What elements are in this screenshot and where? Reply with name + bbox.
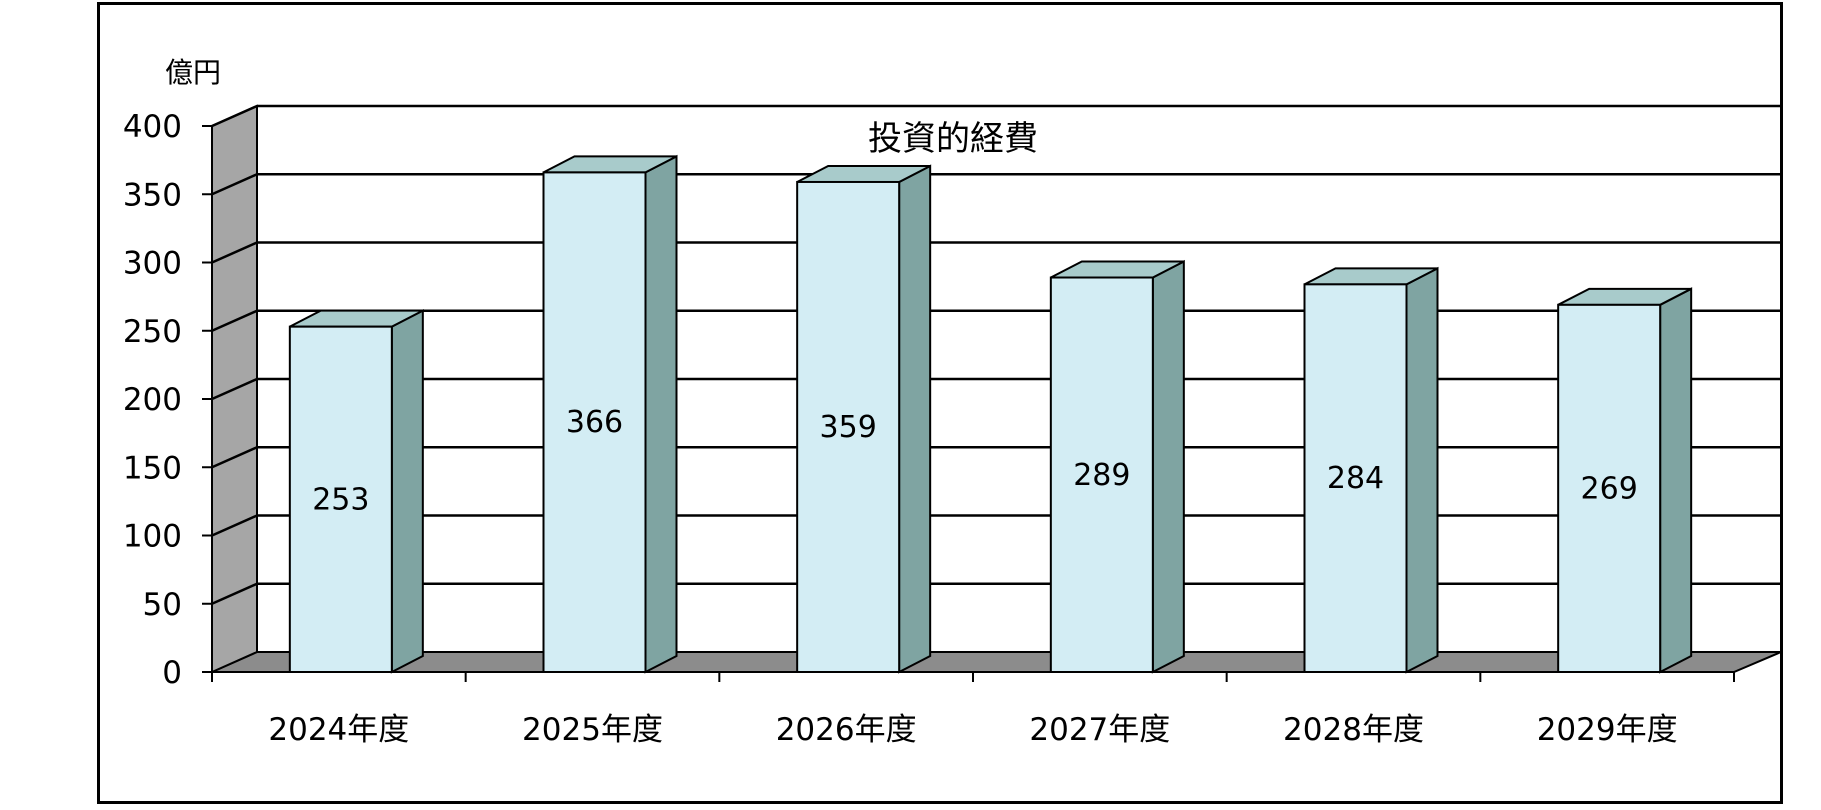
gridline — [211, 241, 1781, 264]
labels: 0 50 100 150 200 250 300 350 400 253 2024年度 366 2025… — [123, 109, 1678, 748]
data-label: 253 — [312, 482, 369, 517]
y-tick-label: 0 — [162, 655, 182, 691]
y-tick-label: 50 — [143, 587, 182, 623]
y-tick-label: 250 — [123, 314, 182, 350]
x-category-label: 2027年度 — [1029, 712, 1170, 748]
x-category-label: 2026年度 — [776, 712, 917, 748]
chart-floor — [211, 651, 1782, 673]
y-tick-label: 350 — [123, 177, 182, 213]
bar-side-face — [390, 309, 424, 674]
y-unit-label: 億円 — [165, 56, 221, 89]
floor-plane — [211, 651, 1782, 673]
bar-2026年度 — [796, 180, 901, 673]
bar-2029年度 — [1557, 303, 1662, 673]
data-label: 284 — [1327, 461, 1384, 496]
bar-side-face — [1659, 287, 1693, 674]
data-label: 289 — [1073, 458, 1130, 493]
bar-side-face — [898, 164, 932, 674]
x-category-label: 2029年度 — [1537, 712, 1678, 748]
y-tick-label: 200 — [123, 382, 182, 418]
gridlines — [211, 104, 1781, 605]
bar-2024年度 — [288, 325, 393, 673]
y-tick-label: 400 — [123, 109, 182, 145]
gridline — [211, 309, 1781, 332]
gridline — [211, 377, 1781, 401]
data-label: 359 — [820, 410, 877, 445]
bars — [288, 154, 1693, 674]
gridline — [211, 582, 1781, 605]
gridline — [211, 446, 1781, 469]
gridline — [211, 514, 1781, 537]
chart-title: 投資的経費 — [868, 119, 1038, 159]
bar-side-face — [1151, 259, 1185, 674]
bar-2028年度 — [1303, 283, 1408, 673]
axes — [202, 125, 1735, 682]
y-tick-label: 100 — [123, 519, 182, 555]
data-label: 366 — [566, 405, 623, 440]
x-category-label: 2024年度 — [268, 712, 409, 748]
bar-2027年度 — [1049, 276, 1154, 673]
data-label: 269 — [1581, 471, 1638, 506]
gridline — [211, 173, 1781, 196]
x-category-label: 2028年度 — [1283, 712, 1424, 748]
x-category-label: 2025年度 — [522, 712, 663, 748]
y-tick-label: 300 — [123, 246, 182, 282]
gridline — [211, 104, 1781, 128]
bar-side-face — [1405, 266, 1439, 674]
bar-2025年度 — [542, 171, 647, 673]
bar-side-face — [644, 154, 678, 674]
y-tick-label: 150 — [123, 450, 182, 486]
